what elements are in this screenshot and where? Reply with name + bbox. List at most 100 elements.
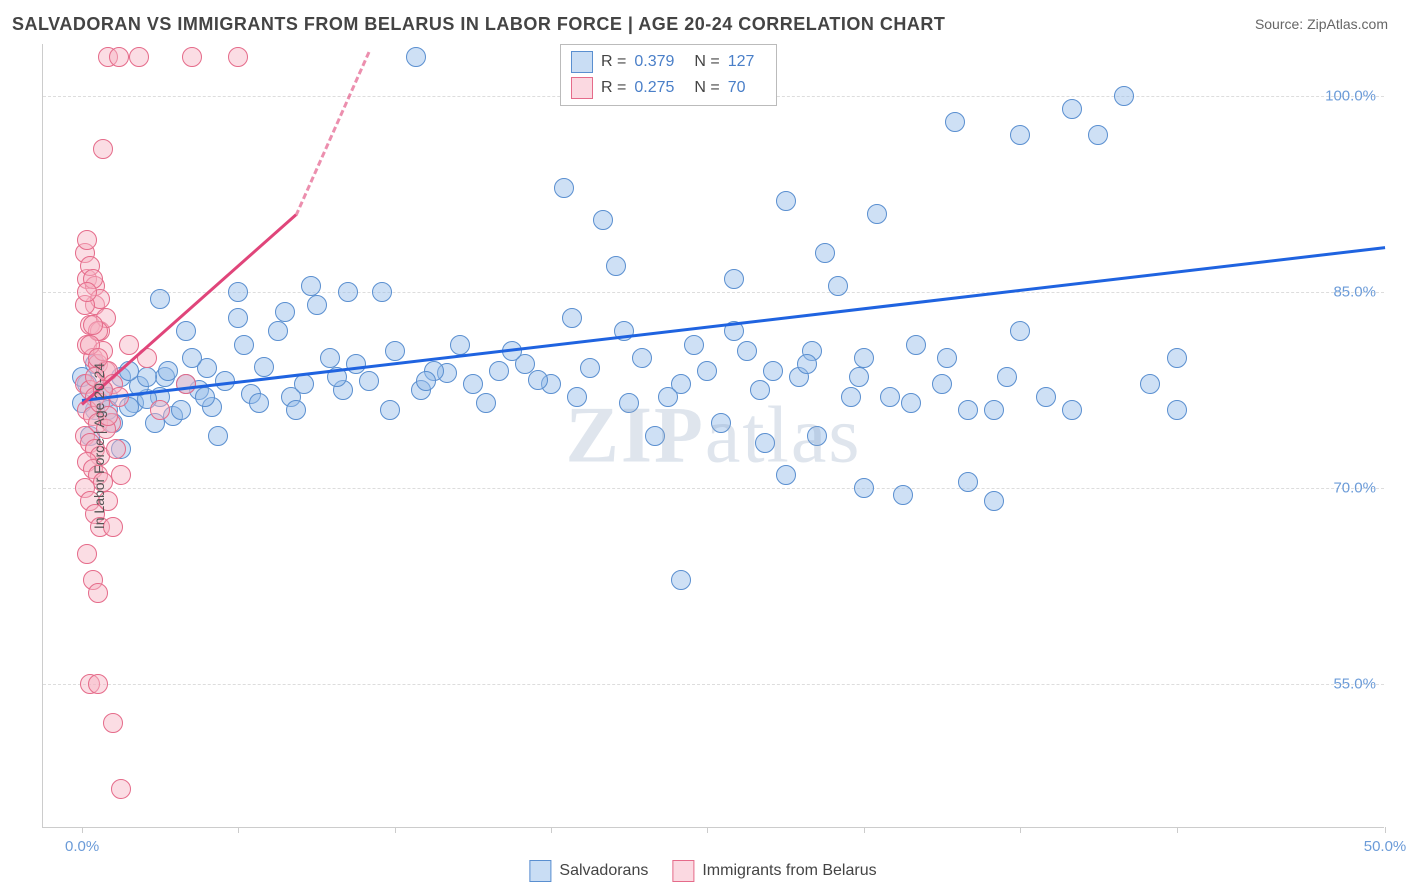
data-point [208,426,228,446]
data-point [88,674,108,694]
data-point [1036,387,1056,407]
data-point [711,413,731,433]
data-point [150,400,170,420]
data-point [1088,125,1108,145]
legend-label-2: Immigrants from Belarus [702,862,876,880]
data-point [268,321,288,341]
data-point [254,357,274,377]
data-point [176,374,196,394]
data-point [307,295,327,315]
data-point [528,370,548,390]
gridline-h [43,488,1384,489]
data-point [150,289,170,309]
n-value-2: 70 [728,79,746,97]
data-point [697,361,717,381]
x-tick-label: 50.0% [1364,838,1406,855]
swatch-pink-icon [672,860,694,882]
r-value-2: 0.275 [634,79,674,97]
data-point [776,465,796,485]
n-label: N = [694,79,719,97]
data-point [406,47,426,67]
data-point [346,354,366,374]
chart-plot-area: 55.0%70.0%85.0%100.0%0.0%50.0%ZIPatlas [42,44,1384,828]
chart-title: SALVADORAN VS IMMIGRANTS FROM BELARUS IN… [12,14,945,35]
data-point [632,348,652,368]
legend-label-1: Salvadorans [559,862,648,880]
data-point [606,256,626,276]
data-point [724,269,744,289]
data-point [77,230,97,250]
data-point [763,361,783,381]
y-axis-label: In Labor Force | Age 20-24 [91,363,107,529]
x-tick [238,827,239,833]
n-value-1: 127 [728,53,755,71]
x-tick-label: 0.0% [65,838,99,855]
x-tick [864,827,865,833]
data-point [984,491,1004,511]
data-point [807,426,827,446]
data-point [1167,348,1187,368]
gridline-h [43,684,1384,685]
data-point [109,47,129,67]
data-point [228,47,248,67]
y-tick-label: 70.0% [1333,480,1376,497]
data-point [137,367,157,387]
data-point [901,393,921,413]
data-point [593,210,613,230]
x-tick [1020,827,1021,833]
data-point [359,371,379,391]
data-point [567,387,587,407]
data-point [755,433,775,453]
data-point [580,358,600,378]
y-tick-label: 85.0% [1333,284,1376,301]
data-point [671,570,691,590]
data-point [301,276,321,296]
data-point [234,335,254,355]
trend-line-dashed-pink [294,51,370,216]
data-point [554,178,574,198]
data-point [129,47,149,67]
data-point [945,112,965,132]
data-point [385,341,405,361]
data-point [182,348,202,368]
data-point [1062,400,1082,420]
data-point [737,341,757,361]
data-point [111,465,131,485]
legend-row-series1: R = 0.379 N = 127 [571,49,766,75]
data-point [958,400,978,420]
data-point [176,321,196,341]
data-point [463,374,483,394]
data-point [93,139,113,159]
data-point [320,348,340,368]
data-point [562,308,582,328]
data-point [158,361,178,381]
legend-item-1: Salvadorans [529,860,648,882]
data-point [1114,86,1134,106]
source-attribution: Source: ZipAtlas.com [1255,16,1388,32]
data-point [338,282,358,302]
data-point [1062,99,1082,119]
data-point [489,361,509,381]
data-point [450,335,470,355]
data-point [893,485,913,505]
data-point [106,439,126,459]
data-point [997,367,1017,387]
swatch-pink-icon [571,77,593,99]
correlation-legend: R = 0.379 N = 127 R = 0.275 N = 70 [560,44,777,106]
data-point [228,282,248,302]
y-tick-label: 55.0% [1333,676,1376,693]
data-point [776,191,796,211]
data-point [750,380,770,400]
data-point [228,308,248,328]
data-point [849,367,869,387]
x-tick [395,827,396,833]
data-point [937,348,957,368]
data-point [88,583,108,603]
data-point [195,387,215,407]
data-point [1140,374,1160,394]
data-point [867,204,887,224]
data-point [77,544,97,564]
data-point [77,282,97,302]
data-point [476,393,496,413]
data-point [984,400,1004,420]
